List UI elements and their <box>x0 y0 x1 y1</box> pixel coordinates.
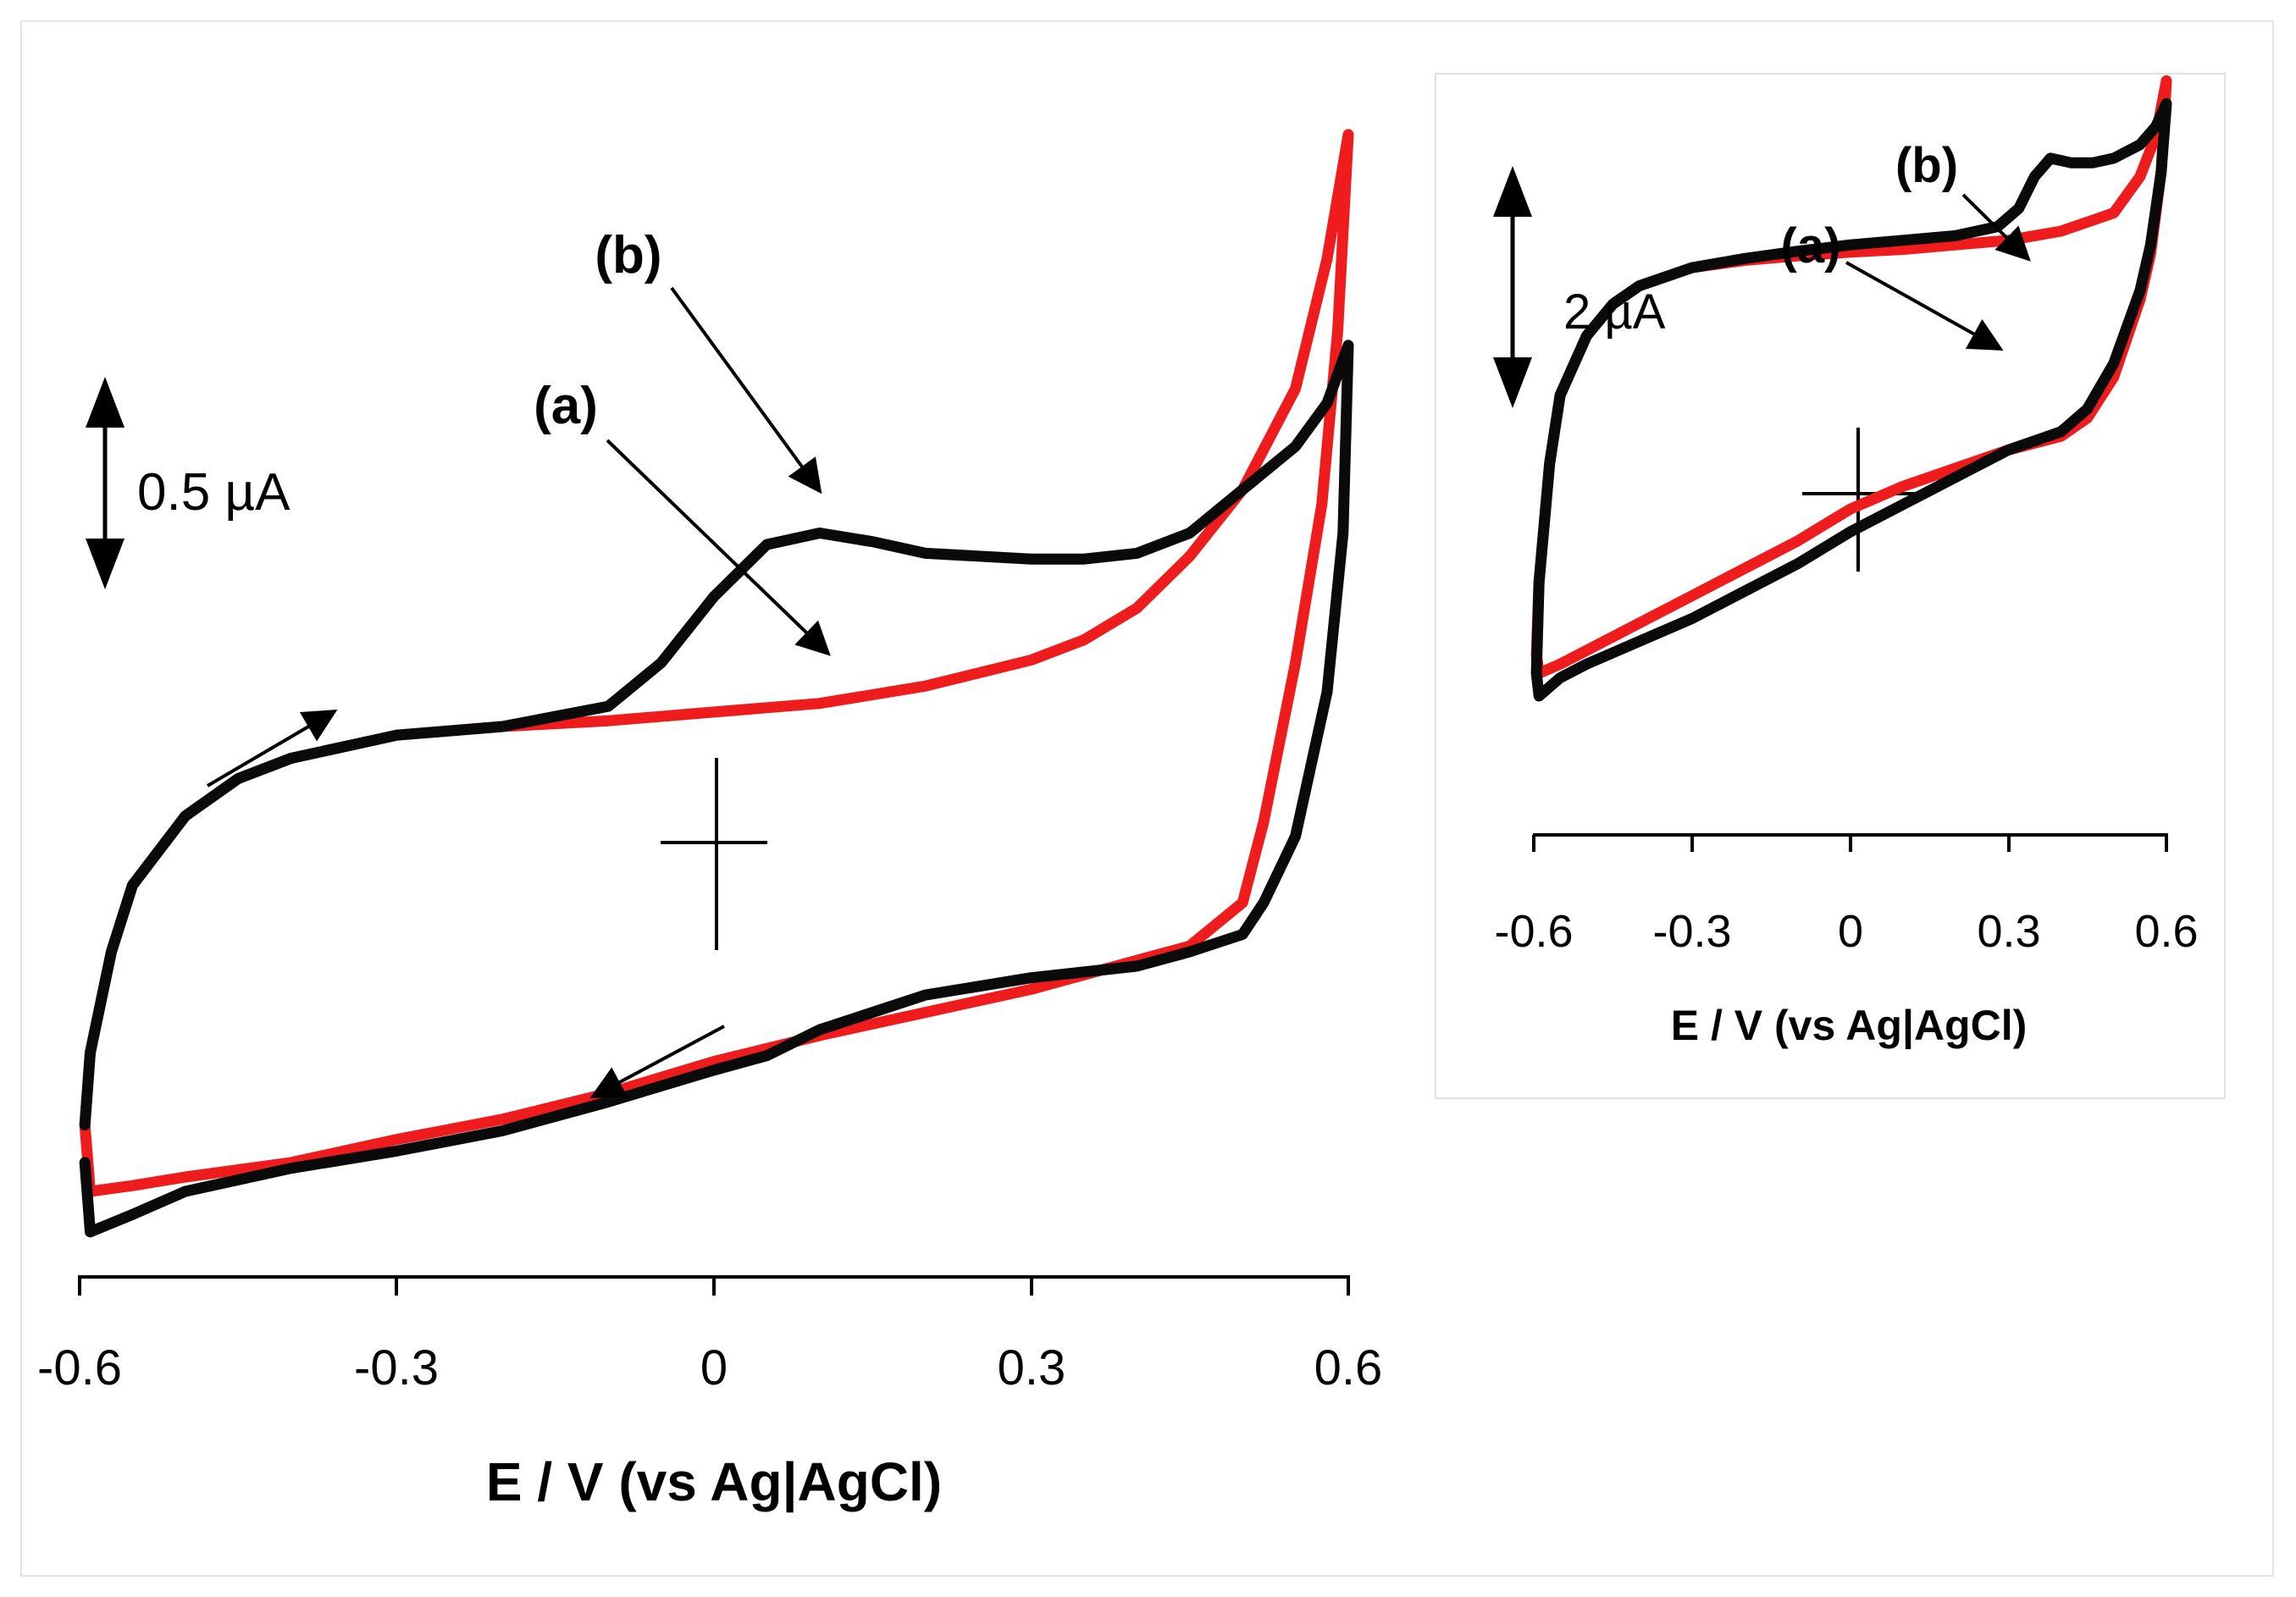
inset-tick-label: 0 <box>1838 906 1863 957</box>
inset-series-b-line <box>1530 97 2172 702</box>
main-scan-reverse-arrow <box>589 1025 725 1098</box>
main-leader-a <box>606 439 831 656</box>
main-tick-label: 0.6 <box>1314 1340 1383 1395</box>
main-scale-bar-arrow-up <box>86 377 124 428</box>
inset-label-a: (a) <box>1781 218 1841 274</box>
main-label-b: (b) <box>595 226 661 285</box>
main-scale-bar-arrow-down <box>86 539 124 589</box>
inset-scale-bar-arrow-down <box>1493 357 1532 408</box>
inset-tick-label: -0.6 <box>1494 906 1573 957</box>
main-panel: -0.6 -0.3 0 0.3 0.6 E / V (vs Ag|AgCl) (… <box>37 129 1383 1513</box>
inset-series-a-line <box>1530 75 2172 679</box>
inset-tick-label: -0.3 <box>1652 906 1731 957</box>
main-tick-label: -0.3 <box>354 1340 439 1395</box>
main-scan-forward-arrow <box>206 709 338 787</box>
inset-tick-label: 0.3 <box>1977 906 2040 957</box>
inset-scale-label: 2 µA <box>1563 285 1666 340</box>
inset-label-b: (b) <box>1895 138 1958 193</box>
inset-frame <box>1435 73 2226 1099</box>
main-tick-label: -0.6 <box>37 1340 122 1395</box>
main-scale-label: 0.5 µA <box>137 463 290 522</box>
inset-x-axis-title: E / V (vs Ag|AgCl) <box>1671 1002 2028 1050</box>
figure-frame <box>20 20 2274 1577</box>
main-series-a-line <box>79 129 1354 1197</box>
main-tick-label: 0 <box>700 1340 728 1395</box>
main-leader-b <box>670 286 822 495</box>
inset-leader-a <box>1845 261 2004 351</box>
main-label-a: (a) <box>534 377 598 435</box>
inset-tick-label: 0.6 <box>2134 906 2198 957</box>
inset-scale-bar-arrow-up <box>1493 166 1532 217</box>
inset-leader-b <box>1961 193 2031 262</box>
inset-panel: -0.6 -0.3 0 0.3 0.6 E / V (vs Ag|AgCl) (… <box>1493 75 2199 1050</box>
main-tick-label: 0.3 <box>998 1340 1066 1395</box>
main-x-axis-title: E / V (vs Ag|AgCl) <box>486 1451 942 1513</box>
